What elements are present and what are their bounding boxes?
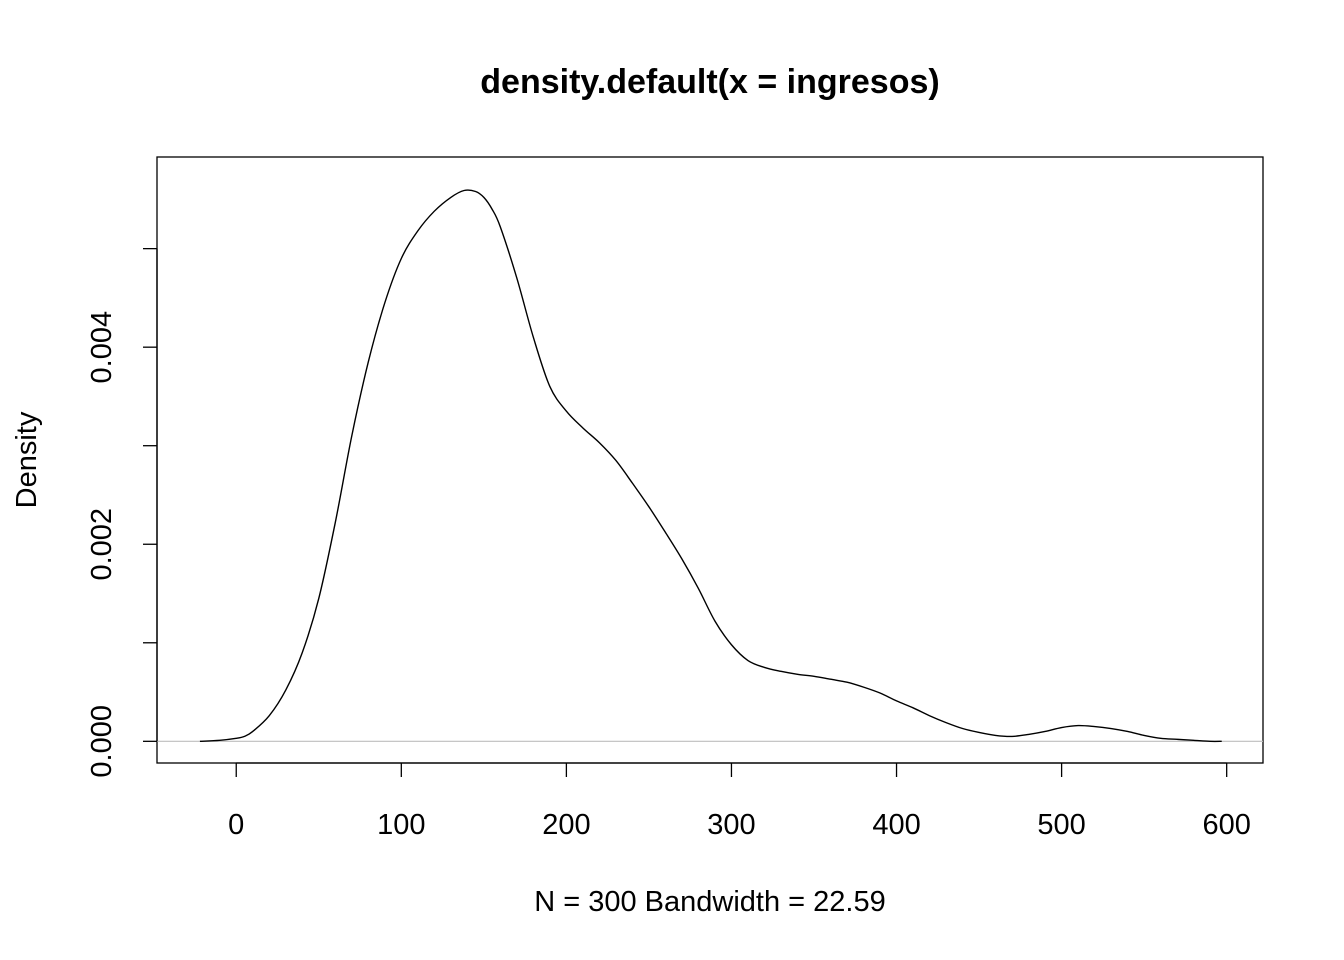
x-tick-label: 400 — [872, 809, 920, 841]
density-curve — [199, 189, 1222, 743]
x-axis-label: N = 300 Bandwidth = 22.59 — [534, 886, 885, 918]
y-tick-label: 0.000 — [86, 705, 118, 778]
x-tick-label: 300 — [707, 809, 755, 841]
plot-frame — [156, 156, 1264, 764]
y-axis-label: Density — [11, 411, 43, 508]
x-tick-label: 100 — [377, 809, 425, 841]
x-tick-label: 600 — [1202, 809, 1250, 841]
x-tick-label: 200 — [542, 809, 590, 841]
x-axis: 0 100 200 300 400 500 600 — [228, 762, 1251, 841]
x-tick-label: 500 — [1037, 809, 1085, 841]
y-tick-label: 0.004 — [86, 311, 118, 384]
y-tick-label: 0.002 — [86, 508, 118, 581]
y-axis: 0.000 0.002 0.004 — [86, 247, 158, 778]
chart-title: density.default(x = ingresos) — [480, 63, 939, 101]
x-tick-label: 0 — [228, 809, 244, 841]
